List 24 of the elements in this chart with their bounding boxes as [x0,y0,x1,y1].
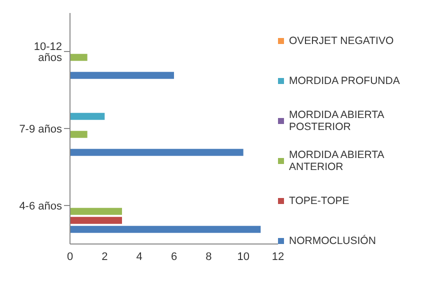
x-tick-label: 0 [66,250,74,263]
bar [70,216,122,224]
x-tick-label: 2 [102,250,108,263]
legend-label: NORMOCLUSIÓN [289,234,376,246]
legend-label: MORDIDA ABIERTA ANTERIOR [289,148,386,172]
bar [70,148,244,156]
bar [70,72,174,79]
x-tick-label: 10 [237,250,250,263]
legend-label: MORDIDA PROFUNDA [289,74,400,86]
y-tick-label: 4-6 años [19,200,62,212]
legend-label: TOPE-TOPE [289,194,350,206]
bar [70,226,261,233]
x-tick-label: 12 [272,250,284,263]
bar [70,130,88,138]
legend-label: OVERJET NEGATIVO [289,34,394,46]
legend-label: MORDIDA ABIERTA POSTERIOR [289,108,386,132]
bar [70,208,122,215]
x-tick-label: 6 [170,250,178,263]
x-tick-label: 4 [136,250,142,263]
y-tick-label: 7-9 años [19,123,62,136]
bar [70,112,105,120]
bar [70,54,88,61]
x-tick-label: 8 [206,250,212,263]
y-tick-label: 10-12 años [34,40,62,64]
